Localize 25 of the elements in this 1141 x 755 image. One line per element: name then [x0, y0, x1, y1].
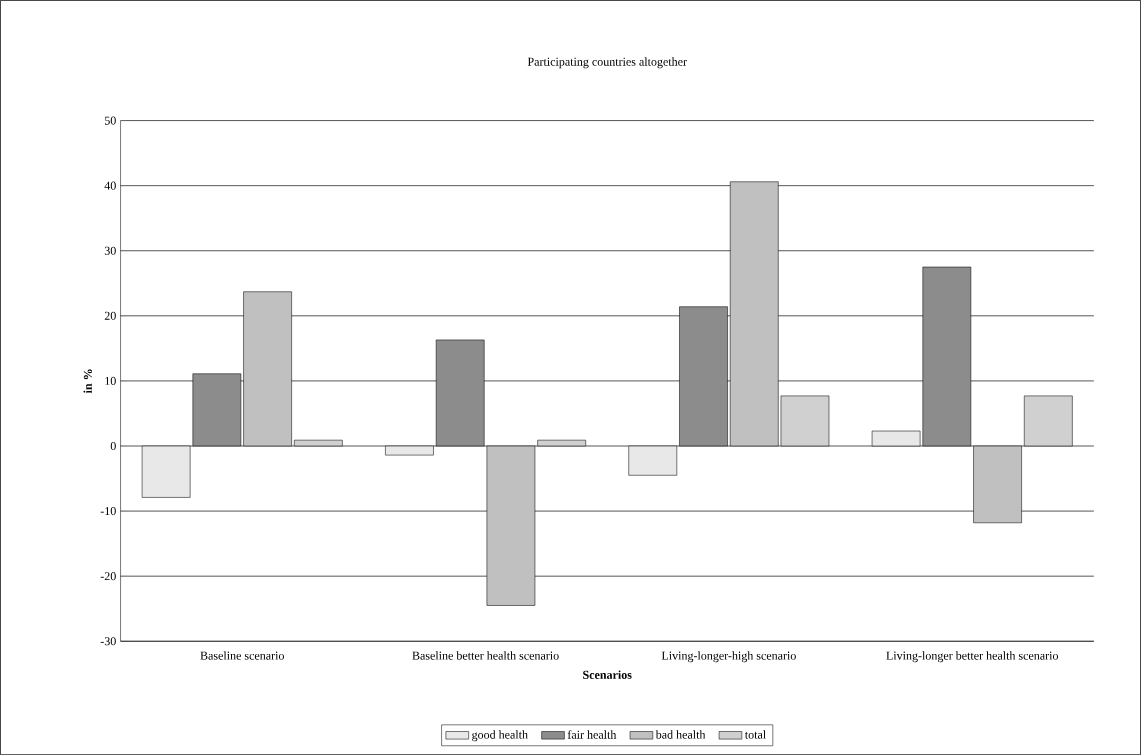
legend-label: fair health: [567, 730, 617, 739]
x-axis-title: Scenarios: [583, 670, 632, 679]
y-tick-label: 10: [105, 376, 116, 385]
bar: [628, 445, 678, 476]
y-tick-label: 50: [104, 116, 116, 125]
y-tick-label: -20: [100, 572, 116, 581]
y-tick-label: -10: [100, 506, 116, 516]
bar: [385, 445, 434, 456]
x-tick-label: Living-longer better health scenario: [886, 651, 1059, 663]
chart-title: Participating countries altogether: [527, 57, 687, 69]
x-tick-label: Baseline scenario: [200, 651, 284, 660]
y-tick-label: 40: [104, 181, 116, 190]
legend-label: bad health: [655, 730, 706, 739]
y-tick-label: -30: [100, 637, 116, 646]
legend-label: good health: [472, 730, 528, 742]
y-axis-title: in %: [83, 369, 93, 394]
bar: [1024, 395, 1073, 447]
x-tick-label: Baseline better health scenario: [412, 651, 559, 660]
x-tick-label: Living-longer-high scenario: [661, 651, 796, 663]
bar: [679, 306, 728, 447]
y-tick-label: 30: [104, 246, 116, 255]
y-tick-label: 0: [110, 441, 116, 450]
legend-label: total: [744, 730, 766, 739]
y-tick-label: 20: [104, 311, 116, 320]
bar: [294, 439, 343, 447]
